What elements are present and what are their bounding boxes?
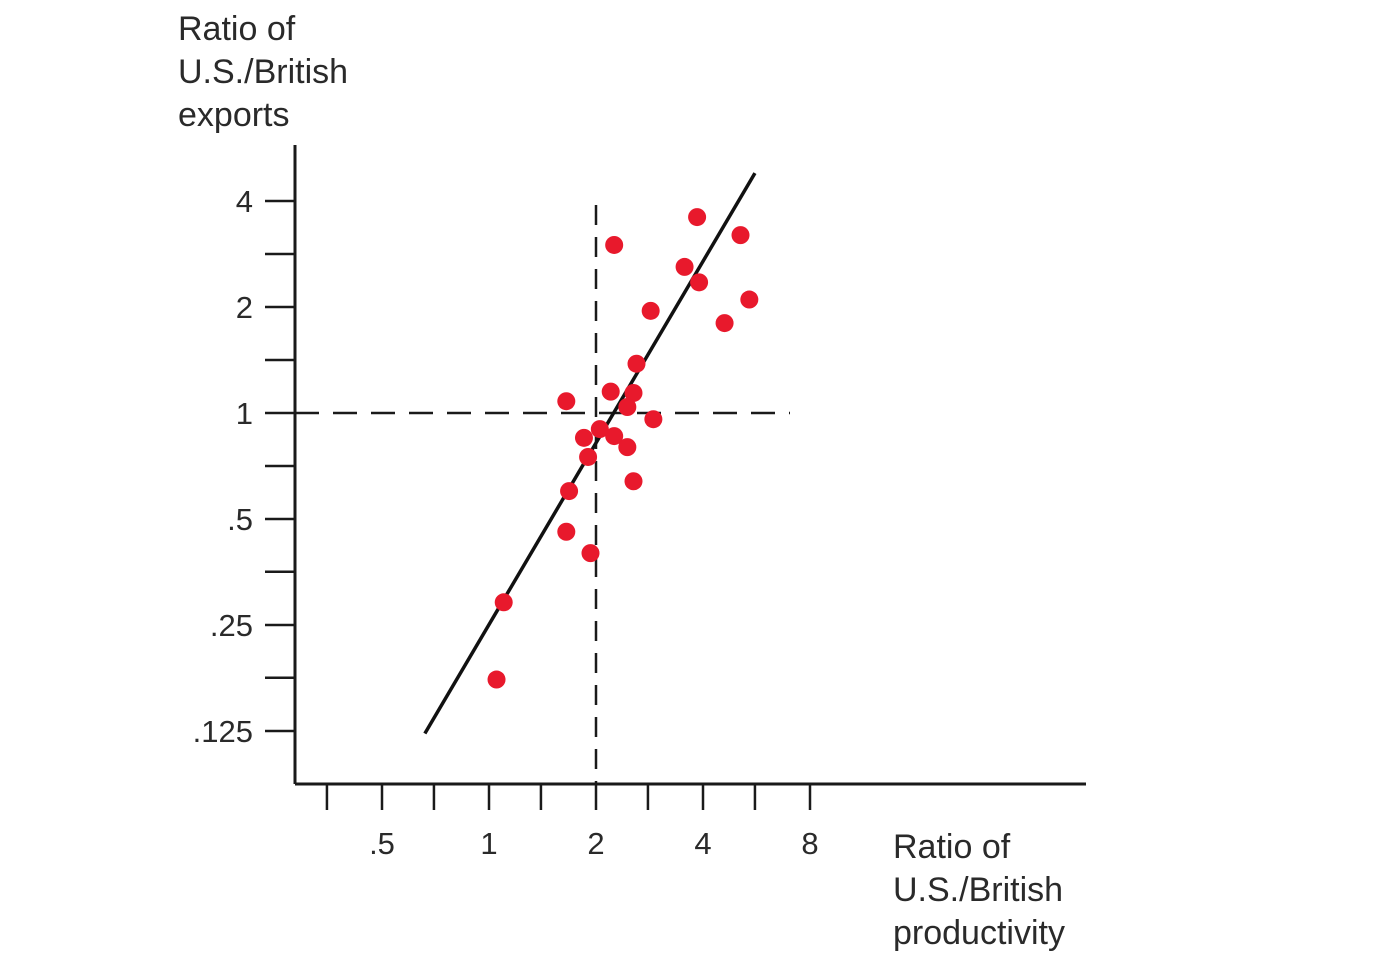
data-point-23 <box>494 593 513 612</box>
data-point-2 <box>731 226 750 245</box>
data-point-19 <box>624 472 643 491</box>
y-tick-label-4: 2 <box>236 290 253 325</box>
y-tick-label-3: 1 <box>236 396 253 431</box>
data-point-5 <box>740 290 759 309</box>
y-tick-label-0: .125 <box>193 714 253 749</box>
x-axis-label: Ratio of U.S./British productivity <box>893 826 1065 955</box>
data-point-6 <box>641 301 660 320</box>
data-point-20 <box>560 482 579 501</box>
x-tick-label-2: 2 <box>587 826 604 861</box>
x-tick-label-0: .5 <box>369 826 395 861</box>
x-axis-label-line-3: productivity <box>893 914 1065 952</box>
y-axis-label-line-2: U.S./British <box>178 53 349 91</box>
data-point-18 <box>579 447 598 466</box>
data-point-21 <box>557 522 576 541</box>
y-axis-label-line-3: exports <box>178 96 290 134</box>
data-point-22 <box>581 544 600 563</box>
y-axis-label-line-1: Ratio of <box>178 10 296 48</box>
data-point-17 <box>618 438 637 457</box>
y-axis-label: Ratio of U.S./British exports <box>178 8 348 137</box>
y-tick-label-1: .25 <box>210 608 253 643</box>
data-point-4 <box>690 273 709 292</box>
data-point-16 <box>605 427 624 446</box>
x-axis-label-line-1: Ratio of <box>893 828 1011 866</box>
data-point-11 <box>624 383 643 402</box>
x-tick-label-3: 4 <box>694 826 711 861</box>
data-point-13 <box>644 410 663 429</box>
data-point-3 <box>675 257 694 276</box>
x-tick-label-1: 1 <box>480 826 497 861</box>
data-point-15 <box>574 428 593 447</box>
data-point-0 <box>605 235 624 254</box>
data-point-10 <box>601 382 620 401</box>
data-point-12 <box>618 398 637 417</box>
data-point-24 <box>487 670 506 689</box>
data-point-9 <box>557 392 576 411</box>
data-point-1 <box>688 208 707 227</box>
data-point-8 <box>627 354 646 373</box>
data-point-7 <box>715 314 734 333</box>
data-point-14 <box>590 420 609 439</box>
y-tick-label-5: 4 <box>236 184 253 219</box>
x-axis-label-line-2: U.S./British <box>893 871 1064 909</box>
x-tick-label-4: 8 <box>801 826 818 861</box>
y-tick-label-2: .5 <box>227 502 253 537</box>
